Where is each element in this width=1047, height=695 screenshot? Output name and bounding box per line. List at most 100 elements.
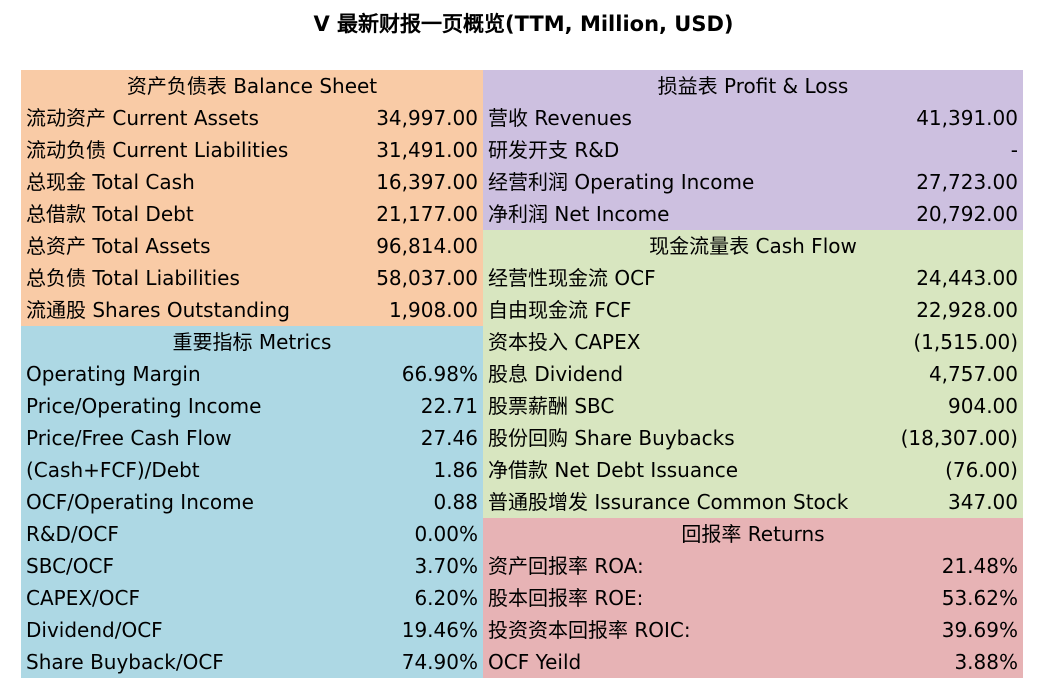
cash-flow-row-label: 普通股增发 Issurance Common Stock [488,490,849,514]
returns-row-value: 21.48% [941,554,1018,578]
profit-loss-header: 损益表 Profit & Loss [483,70,1023,102]
metrics-row-value: 6.20% [414,586,478,610]
metrics-row-label: Operating Margin [26,362,201,386]
cash-flow-row-value: 347.00 [948,490,1018,514]
balance-sheet-row-label: 总借款 Total Debt [26,202,194,226]
metrics-row: Price/Free Cash Flow 27.46 [21,422,483,454]
metrics-row-value: 0.88 [433,490,478,514]
balance-sheet-row-label: 总资产 Total Assets [26,234,211,258]
balance-sheet-header: 资产负债表 Balance Sheet [21,70,483,102]
cash-flow-row: 净借款 Net Debt Issuance (76.00) [483,454,1023,486]
returns-row-label: 股本回报率 ROE: [488,586,644,610]
returns-row: OCF Yeild 3.88% [483,646,1023,678]
metrics-row-value: 66.98% [401,362,478,386]
returns-row-value: 3.88% [954,650,1018,674]
balance-sheet-row-value: 16,397.00 [376,170,478,194]
balance-sheet-row-label: 总现金 Total Cash [26,170,195,194]
balance-sheet-row-value: 1,908.00 [388,298,478,322]
metrics-row-label: R&D/OCF [26,522,119,546]
cash-flow-row: 股息 Dividend 4,757.00 [483,358,1023,390]
balance-sheet-row: 总负债 Total Liabilities 58,037.00 [21,262,483,294]
cash-flow-row: 股份回购 Share Buybacks (18,307.00) [483,422,1023,454]
cash-flow-row-label: 股票薪酬 SBC [488,394,615,418]
metrics-row-value: 22.71 [420,394,478,418]
profit-loss-row: 研发开支 R&D - [483,134,1023,166]
metrics-row-value: 1.86 [433,458,478,482]
cash-flow-row-label: 自由现金流 FCF [488,298,632,322]
cash-flow-row-label: 经营性现金流 OCF [488,266,656,290]
metrics-row-value: 0.00% [414,522,478,546]
cash-flow-row-value: 4,757.00 [928,362,1018,386]
metrics-row: CAPEX/OCF 6.20% [21,582,483,614]
returns-row-label: OCF Yeild [488,650,582,674]
metrics-row-value: 27.46 [420,426,478,450]
balance-sheet-row-value: 34,997.00 [376,106,478,130]
cash-flow-row-value: (18,307.00) [900,426,1018,450]
profit-loss-row-value: 20,792.00 [916,202,1018,226]
profit-loss-row-label: 经营利润 Operating Income [488,170,755,194]
returns-row-label: 资产回报率 ROA: [488,554,644,578]
cash-flow-row: 经营性现金流 OCF 24,443.00 [483,262,1023,294]
balance-sheet-row: 总借款 Total Debt 21,177.00 [21,198,483,230]
cash-flow-row: 普通股增发 Issurance Common Stock 347.00 [483,486,1023,518]
metrics-row: Share Buyback/OCF 74.90% [21,646,483,678]
balance-sheet-row: 流动负债 Current Liabilities 31,491.00 [21,134,483,166]
cash-flow-row: 自由现金流 FCF 22,928.00 [483,294,1023,326]
profit-loss-row-value: 41,391.00 [916,106,1018,130]
cash-flow-row-value: (76.00) [945,458,1018,482]
metrics-row-value: 74.90% [401,650,478,674]
cash-flow-row-label: 股息 Dividend [488,362,624,386]
balance-sheet-row: 流通股 Shares Outstanding 1,908.00 [21,294,483,326]
profit-loss-row-value: 27,723.00 [916,170,1018,194]
profit-loss-row-label: 研发开支 R&D [488,138,620,162]
profit-loss-row: 经营利润 Operating Income 27,723.00 [483,166,1023,198]
cash-flow-row-value: (1,515.00) [913,330,1018,354]
metrics-row-label: Price/Free Cash Flow [26,426,232,450]
metrics-row-label: (Cash+FCF)/Debt [26,458,200,482]
metrics-row-label: Share Buyback/OCF [26,650,224,674]
cash-flow-row: 资本投入 CAPEX (1,515.00) [483,326,1023,358]
cash-flow-header: 现金流量表 Cash Flow [483,230,1023,262]
left-column: 资产负债表 Balance Sheet 流动资产 Current Assets 34… [21,70,483,678]
balance-sheet-row-value: 58,037.00 [376,266,478,290]
cash-flow-row-label: 净借款 Net Debt Issuance [488,458,739,482]
metrics-row-value: 19.46% [401,618,478,642]
profit-loss-row-label: 营收 Revenues [488,106,632,130]
balance-sheet-row-label: 流动负债 Current Liabilities [26,138,289,162]
returns-row-label: 投资资本回报率 ROIC: [488,618,691,642]
metrics-row: Dividend/OCF 19.46% [21,614,483,646]
returns-header: 回报率 Returns [483,518,1023,550]
returns-row-value: 39.69% [941,618,1018,642]
metrics-row-value: 3.70% [414,554,478,578]
returns-row: 投资资本回报率 ROIC: 39.69% [483,614,1023,646]
balance-sheet-section: 资产负债表 Balance Sheet 流动资产 Current Assets 34… [21,70,483,326]
balance-sheet-row-label: 总负债 Total Liabilities [26,266,240,290]
balance-sheet-row-label: 流动资产 Current Assets [26,106,259,130]
metrics-row: Price/Operating Income 22.71 [21,390,483,422]
metrics-row: Operating Margin 66.98% [21,358,483,390]
profit-loss-row-value: - [1010,138,1018,162]
metrics-row: SBC/OCF 3.70% [21,550,483,582]
cash-flow-row-label: 股份回购 Share Buybacks [488,426,735,450]
balance-sheet-row: 总资产 Total Assets 96,814.00 [21,230,483,262]
balance-sheet-row-value: 31,491.00 [376,138,478,162]
profit-loss-row: 营收 Revenues 41,391.00 [483,102,1023,134]
metrics-row-label: Price/Operating Income [26,394,262,418]
returns-row-value: 53.62% [941,586,1018,610]
right-column: 损益表 Profit & Loss 营收 Revenues 41,391.00 研发开… [483,70,1023,678]
metrics-row: (Cash+FCF)/Debt 1.86 [21,454,483,486]
metrics-row-label: CAPEX/OCF [26,586,140,610]
metrics-row-label: Dividend/OCF [26,618,163,642]
cash-flow-row-value: 24,443.00 [916,266,1018,290]
cash-flow-section: 现金流量表 Cash Flow 经营性现金流 OCF 24,443.00 自由现金流 … [483,230,1023,518]
metrics-row-label: SBC/OCF [26,554,114,578]
metrics-row-label: OCF/Operating Income [26,490,254,514]
balance-sheet-row-value: 96,814.00 [376,234,478,258]
metrics-section: 重要指标 Metrics Operating Margin 66.98% Price/… [21,326,483,678]
cash-flow-row-value: 22,928.00 [916,298,1018,322]
cash-flow-row: 股票薪酬 SBC 904.00 [483,390,1023,422]
page-title: V 最新财报一页概览(TTM, Million, USD) [313,12,734,36]
returns-row: 股本回报率 ROE: 53.62% [483,582,1023,614]
returns-section: 回报率 Returns 资产回报率 ROA: 21.48% 股本回报率 ROE: 53.… [483,518,1023,678]
balance-sheet-row-value: 21,177.00 [376,202,478,226]
